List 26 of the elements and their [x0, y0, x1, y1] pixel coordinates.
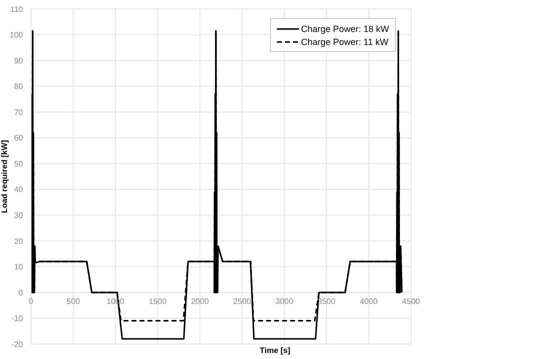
x-tick-label: 2000	[190, 297, 210, 306]
x-tick-label: 0	[28, 297, 34, 306]
y-tick-label: 100	[10, 30, 24, 40]
x-tick-label: 3000	[275, 297, 294, 306]
x-tick-label: 4500	[402, 297, 420, 306]
y-tick-label: 70	[14, 108, 24, 117]
y-tick-label: 80	[14, 82, 24, 92]
y-tick-label: 90	[14, 56, 24, 66]
legend-label: Charge Power: 11 kW	[301, 36, 388, 46]
x-tick-label: 500	[66, 297, 80, 306]
y-tick-label: 20	[14, 236, 24, 246]
y-axis-title: Load required [kW]	[0, 140, 9, 213]
y-tick-label: -20	[11, 340, 24, 349]
y-tick-label: 0	[18, 288, 24, 298]
x-tick-label: 4000	[360, 297, 378, 306]
y-tick-label: 60	[14, 134, 24, 143]
y-tick-label: 110	[10, 4, 24, 14]
y-tick-label: 50	[14, 159, 24, 168]
y-tick-label: 10	[14, 262, 24, 272]
y-tick-label: 40	[14, 185, 24, 194]
legend-label: Charge Power: 18 kW	[301, 24, 390, 34]
y-tick-label: -10	[11, 314, 24, 324]
x-axis-title: Time [s]	[260, 346, 290, 355]
y-tick-label: 30	[14, 210, 24, 220]
x-tick-label: 2500	[233, 297, 252, 306]
x-tick-label: 1500	[148, 297, 168, 306]
